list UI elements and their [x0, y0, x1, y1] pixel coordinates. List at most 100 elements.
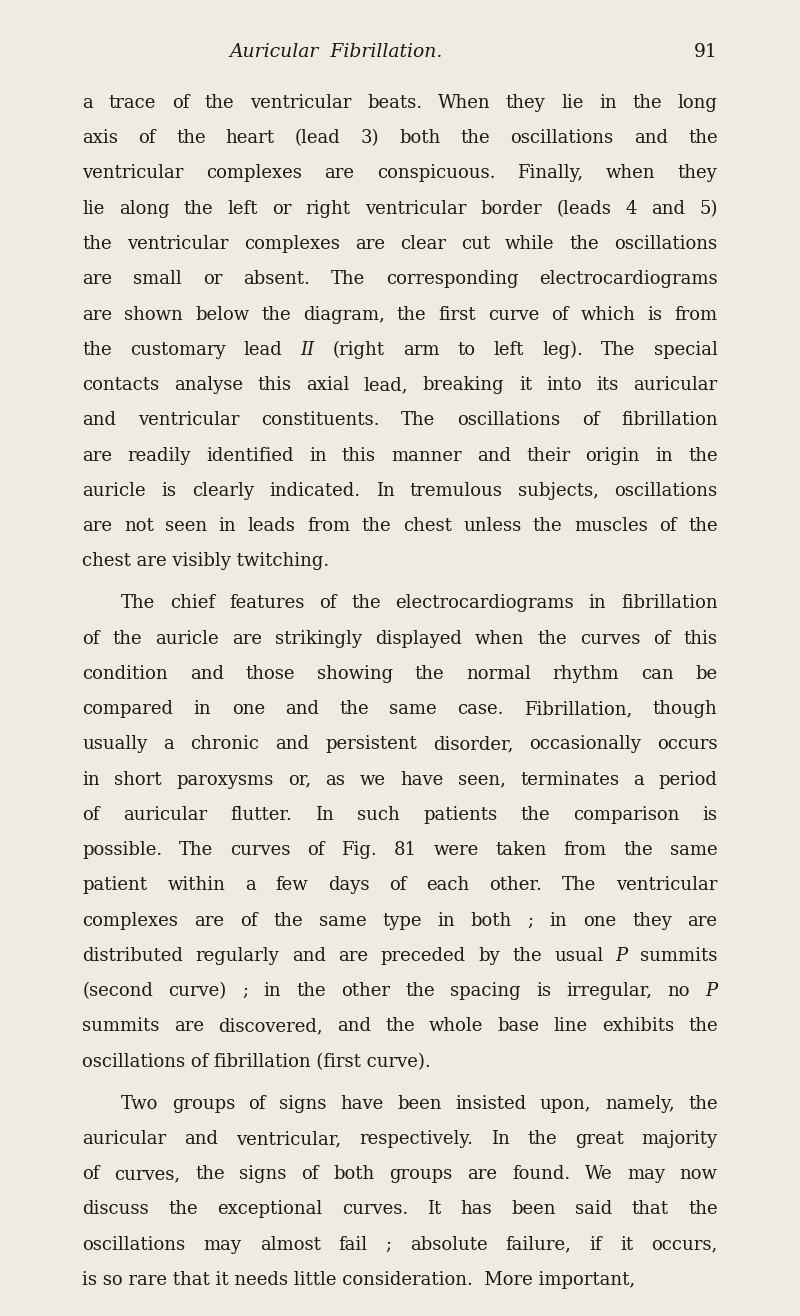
- Text: in: in: [550, 912, 567, 929]
- Text: case.: case.: [458, 700, 504, 719]
- Text: exhibits: exhibits: [602, 1017, 674, 1036]
- Text: irregular,: irregular,: [566, 982, 653, 1000]
- Text: unless: unless: [463, 517, 522, 536]
- Text: though: though: [653, 700, 718, 719]
- Text: tremulous: tremulous: [410, 482, 502, 500]
- Text: is: is: [647, 305, 662, 324]
- Text: and: and: [651, 200, 685, 217]
- Text: discuss: discuss: [82, 1200, 149, 1219]
- Text: one: one: [232, 700, 265, 719]
- Text: groups: groups: [172, 1095, 235, 1112]
- Text: The: The: [179, 841, 214, 859]
- Text: conspicuous.: conspicuous.: [377, 164, 495, 183]
- Text: of: of: [307, 841, 325, 859]
- Text: a: a: [245, 876, 256, 895]
- Text: or,: or,: [288, 771, 311, 788]
- Text: in: in: [599, 93, 617, 112]
- Text: chest are visibly twitching.: chest are visibly twitching.: [82, 553, 330, 570]
- Text: of: of: [172, 93, 189, 112]
- Text: in: in: [194, 700, 211, 719]
- Text: P: P: [616, 948, 628, 965]
- Text: In: In: [491, 1130, 510, 1148]
- Text: in: in: [218, 517, 236, 536]
- Text: now: now: [680, 1165, 718, 1183]
- Text: same: same: [390, 700, 437, 719]
- Text: the: the: [82, 341, 112, 359]
- Text: they: they: [506, 93, 546, 112]
- Text: ;: ;: [242, 982, 248, 1000]
- Text: oscillations of fibrillation (first curve).: oscillations of fibrillation (first curv…: [82, 1053, 431, 1071]
- Text: may: may: [203, 1236, 242, 1254]
- Text: usual: usual: [554, 948, 603, 965]
- Text: electrocardiograms: electrocardiograms: [539, 270, 718, 288]
- Text: the: the: [538, 629, 567, 647]
- Text: and: and: [275, 736, 310, 753]
- Text: in: in: [263, 982, 281, 1000]
- Text: short: short: [114, 771, 162, 788]
- Text: seen,: seen,: [458, 771, 506, 788]
- Text: as: as: [326, 771, 346, 788]
- Text: in: in: [438, 912, 455, 929]
- Text: auricular: auricular: [634, 376, 718, 393]
- Text: We: We: [585, 1165, 613, 1183]
- Text: in: in: [309, 446, 326, 465]
- Text: clear: clear: [400, 236, 446, 253]
- Text: the: the: [351, 595, 381, 612]
- Text: and: and: [634, 129, 668, 147]
- Text: same: same: [670, 841, 718, 859]
- Text: signs: signs: [239, 1165, 287, 1183]
- Text: a: a: [634, 771, 644, 788]
- Text: are: are: [82, 517, 112, 536]
- Text: right: right: [306, 200, 350, 217]
- Text: of: of: [319, 595, 337, 612]
- Text: such: such: [357, 805, 400, 824]
- Text: cut: cut: [461, 236, 490, 253]
- Text: of: of: [240, 912, 258, 929]
- Text: ventricular: ventricular: [138, 412, 239, 429]
- Text: the: the: [688, 129, 718, 147]
- Text: Fig.: Fig.: [342, 841, 378, 859]
- Text: been: been: [511, 1200, 556, 1219]
- Text: identified: identified: [206, 446, 294, 465]
- Text: curves,: curves,: [114, 1165, 181, 1183]
- Text: curves.: curves.: [342, 1200, 408, 1219]
- Text: their: their: [526, 446, 570, 465]
- Text: both: both: [334, 1165, 374, 1183]
- Text: When: When: [438, 93, 490, 112]
- Text: oscillations: oscillations: [82, 1236, 186, 1254]
- Text: discovered,: discovered,: [218, 1017, 322, 1036]
- Text: may: may: [627, 1165, 665, 1183]
- Text: occurs: occurs: [657, 736, 718, 753]
- Text: features: features: [230, 595, 305, 612]
- Text: and: and: [82, 412, 117, 429]
- Text: the: the: [624, 841, 654, 859]
- Text: corresponding: corresponding: [386, 270, 518, 288]
- Text: of: of: [390, 876, 406, 895]
- Text: or: or: [202, 270, 222, 288]
- Text: customary: customary: [130, 341, 226, 359]
- Text: into: into: [546, 376, 582, 393]
- Text: In: In: [315, 805, 334, 824]
- Text: displayed: displayed: [375, 629, 462, 647]
- Text: paroxysms: paroxysms: [176, 771, 274, 788]
- Text: analyse: analyse: [174, 376, 243, 393]
- Text: they: they: [678, 164, 718, 183]
- Text: terminates: terminates: [520, 771, 619, 788]
- Text: they: they: [632, 912, 672, 929]
- Text: preceded: preceded: [381, 948, 466, 965]
- Text: oscillations: oscillations: [614, 482, 718, 500]
- Text: few: few: [275, 876, 308, 895]
- Text: exceptional: exceptional: [217, 1200, 322, 1219]
- Text: It: It: [427, 1200, 442, 1219]
- Text: disorder,: disorder,: [433, 736, 514, 753]
- Text: electrocardiograms: electrocardiograms: [395, 595, 574, 612]
- Text: type: type: [382, 912, 422, 929]
- Text: ventricular: ventricular: [82, 164, 184, 183]
- Text: indicated.: indicated.: [270, 482, 360, 500]
- Text: period: period: [658, 771, 718, 788]
- Text: summits: summits: [82, 1017, 160, 1036]
- Text: of: of: [82, 629, 100, 647]
- Text: auricular: auricular: [82, 1130, 166, 1148]
- Text: auricle: auricle: [82, 482, 146, 500]
- Text: are: are: [467, 1165, 498, 1183]
